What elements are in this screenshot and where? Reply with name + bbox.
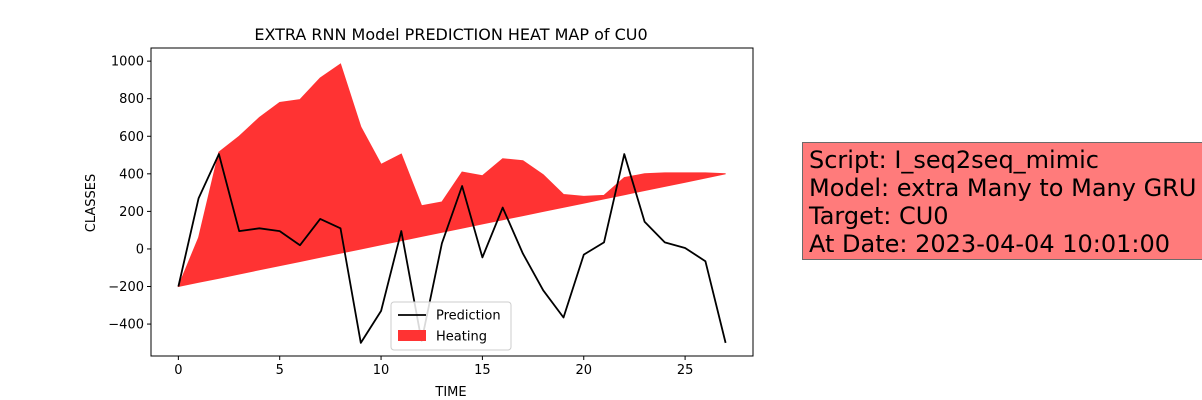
y-tick-label: 600 xyxy=(119,130,144,145)
series-prediction-line xyxy=(177,153,727,344)
x-tick-label: 0 xyxy=(174,363,182,378)
info-target-line: Target: CU0 xyxy=(809,202,949,230)
y-tick-label: 800 xyxy=(119,92,144,107)
info-model-line: Model: extra Many to Many GRU xyxy=(809,174,1197,202)
axes: 0 5 10 15 20 25 −400 −200 0 200 400 600 800 1000 xyxy=(108,47,754,378)
y-tick-label: 400 xyxy=(119,167,144,182)
x-tick-label: 25 xyxy=(677,363,694,378)
legend-heating-label: Heating xyxy=(436,330,487,345)
y-tick-label: 1000 xyxy=(111,55,144,70)
info-script-line: Script: I_seq2seq_mimic xyxy=(809,146,1099,174)
info-text-box: Script: I_seq2seq_mimic Model: extra Man… xyxy=(802,142,1202,260)
plot-area xyxy=(177,63,727,344)
legend-prediction-label: Prediction xyxy=(436,309,501,324)
x-tick-label: 20 xyxy=(575,363,592,378)
y-tick-label: 200 xyxy=(119,205,144,220)
legend: Prediction Heating xyxy=(390,301,512,351)
y-tick-label: −200 xyxy=(108,280,144,295)
y-tick-label: −400 xyxy=(108,318,144,333)
chart-title: EXTRA RNN Model PREDICTION HEAT MAP of C… xyxy=(254,25,647,44)
y-tick-label: 0 xyxy=(136,242,144,257)
series-heating-area xyxy=(177,63,726,288)
x-tick-label: 10 xyxy=(373,363,390,378)
y-axis-label: CLASSES xyxy=(84,174,99,232)
legend-heating-swatch xyxy=(398,330,426,341)
x-tick-label: 15 xyxy=(474,363,491,378)
info-date-line: At Date: 2023-04-04 10:01:00 xyxy=(809,230,1171,258)
x-axis-label: TIME xyxy=(434,385,466,400)
x-tick-label: 5 xyxy=(276,363,284,378)
plot-frame xyxy=(150,47,754,357)
